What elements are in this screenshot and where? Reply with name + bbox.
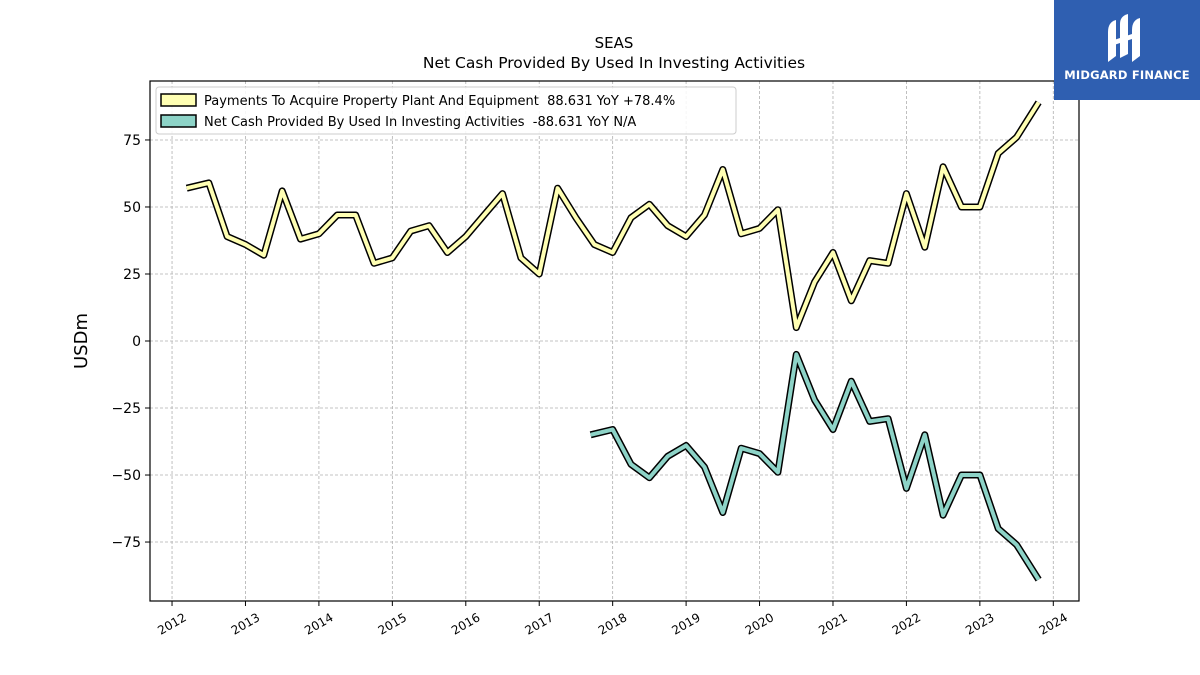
net-cash-series-line (590, 352, 1041, 581)
axis-ticks: 2012 2013 2014 2015 2016 2017 2018 2019 2020 2021… (111, 133, 1070, 638)
x-tick-label: 2016 (449, 610, 482, 637)
x-tick-label: 2024 (1037, 610, 1070, 637)
y-tick-label: −50 (111, 468, 141, 484)
x-tick-label: 2018 (596, 610, 629, 637)
x-tick-label: 2013 (229, 610, 262, 637)
x-tick-label: 2023 (963, 610, 996, 637)
x-tick-label: 2015 (376, 610, 409, 637)
y-tick-label: 75 (123, 133, 141, 149)
legend-label-payments: Payments To Acquire Property Plant And E… (204, 94, 675, 109)
y-tick-label: 50 (123, 200, 141, 216)
payments-series-line (186, 101, 1041, 330)
legend-swatch-payments (160, 93, 197, 107)
chart-subtitle: Net Cash Provided By Used In Investing A… (423, 54, 805, 72)
midgard-logo-icon (1108, 14, 1140, 62)
x-tick-label: 2020 (743, 610, 776, 637)
legend-frame (155, 86, 737, 135)
plot-frame (149, 80, 1080, 602)
x-tick-label: 2019 (669, 610, 702, 637)
chart-title: SEAS (595, 34, 634, 52)
series-layer (185, 100, 1042, 582)
y-tick-label: 0 (132, 334, 141, 350)
y-tick-label: −75 (111, 535, 141, 551)
brand-name: MIDGARD FINANCE (1064, 68, 1190, 82)
legend-label-net-cash: Net Cash Provided By Used In Investing A… (204, 115, 636, 130)
y-axis-label: USDm (71, 313, 92, 369)
grid (150, 81, 1079, 601)
legend: Payments To Acquire Property Plant And E… (155, 86, 737, 135)
y-tick-label: −25 (111, 401, 141, 417)
x-tick-label: 2012 (155, 610, 188, 637)
x-tick-label: 2014 (302, 610, 335, 637)
x-tick-label: 2021 (816, 610, 849, 637)
legend-swatch-net-cash (160, 114, 197, 128)
x-tick-label: 2022 (890, 610, 923, 637)
brand-logo: MIDGARD FINANCE (1054, 0, 1200, 100)
y-tick-label: 25 (123, 267, 141, 283)
x-tick-label: 2017 (522, 610, 555, 637)
